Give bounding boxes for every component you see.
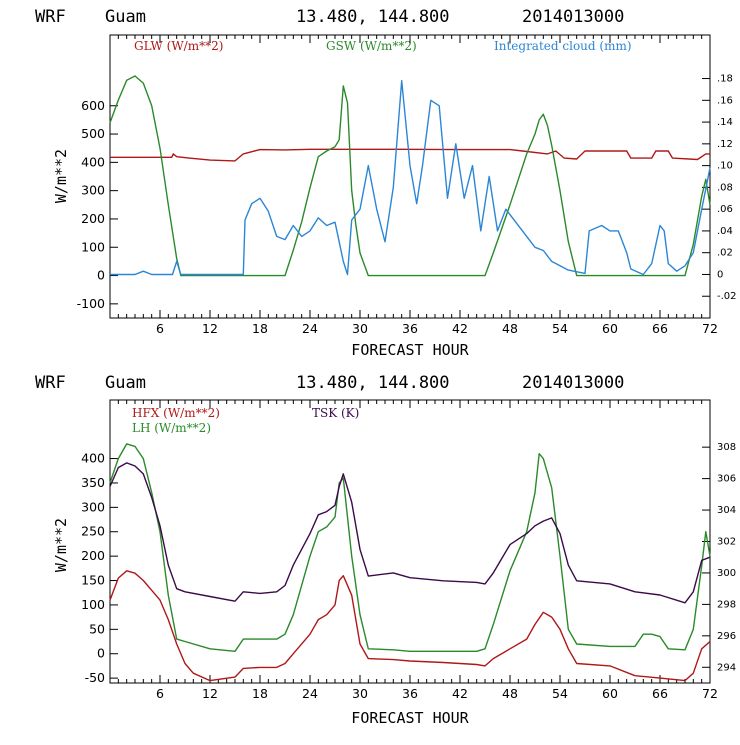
panel2-y2tick-label: 302	[717, 537, 736, 548]
panel1-y-ticks: -100 0 100 200 300 400 500 600	[77, 98, 118, 311]
panel1-ytick-label: -100	[77, 296, 105, 311]
panel2-ytick-label: 400	[81, 451, 105, 466]
panel2-ytick-label: 200	[81, 548, 105, 563]
panel1-xtick-label: 18	[252, 321, 268, 336]
panel2-date: 2014013000	[522, 373, 624, 393]
panel1-y2tick-label: .06	[717, 204, 733, 215]
panel1-ytick-label: 0	[97, 268, 105, 283]
panel2-xtick-label: 36	[402, 686, 418, 701]
panel-1: WRF Guam 13.480, 144.800 2014013000 GLW …	[35, 7, 737, 359]
panel2-x-ticks: 6 12 18 24 30 36 42 48 54 60 66 72	[117, 400, 718, 701]
panel2-ytick-label: 250	[81, 524, 105, 539]
panel1-series-glw-line	[110, 148, 710, 162]
panel1-legend-glw: GLW (W/m**2)	[134, 39, 223, 53]
panel2-y2tick-label: 306	[717, 474, 736, 485]
panel2-model: WRF	[35, 373, 66, 393]
panel1-y2tick-label: .10	[717, 161, 733, 172]
panel1-ytick-label: 600	[81, 98, 105, 113]
panel1-ytick-label: 300	[81, 183, 105, 198]
panel1-xtick-label: 30	[352, 321, 368, 336]
panel1-xtick-label: 6	[156, 321, 164, 336]
panel2-ytick-label: 150	[81, 573, 105, 588]
panel2-ytick-label: 350	[81, 475, 105, 490]
panel1-series-gsw-line	[109, 75, 711, 277]
panel2-xtick-label: 12	[202, 686, 218, 701]
panel2-y2tick-label: 304	[717, 505, 736, 516]
panel2-legend-tsk: TSK (K)	[312, 406, 359, 420]
panel2-ytick-label: 0	[97, 646, 105, 661]
panel1-y2-ticks: -.02 0 .02 .04 .06 .08 .10 .12 .14 .16 .18	[702, 74, 737, 302]
panel1-xlabel: FORECAST HOUR	[351, 341, 469, 359]
panel1-xtick-label: 72	[702, 321, 718, 336]
panel1-series-integrated-line	[110, 79, 711, 276]
panel2-series	[109, 443, 711, 682]
panel2-legend-hfx: HFX (W/m**2)	[132, 406, 220, 420]
panel1-legend-cloud: Integrated cloud (mm)	[494, 39, 632, 53]
panel2-xtick-label: 24	[302, 686, 318, 701]
panel1-model: WRF	[35, 7, 66, 27]
panel2-plot-frame	[109, 399, 711, 684]
panel1-date: 2014013000	[522, 7, 624, 27]
panel2-xtick-label: 18	[252, 686, 268, 701]
panel2-series-tsk-line	[109, 462, 711, 604]
panel1-xtick-label: 36	[402, 321, 418, 336]
panel1-coords: 13.480, 144.800	[296, 7, 450, 27]
panel1-xtick-label: 12	[202, 321, 218, 336]
panel1-ytick-label: 400	[81, 154, 105, 169]
panel2-ytick-label: 300	[81, 499, 105, 514]
panel1-y2tick-label: 0	[717, 269, 723, 280]
panel1-ytick-label: 500	[81, 126, 105, 141]
panel2-coords: 13.480, 144.800	[296, 373, 450, 393]
panel1-y2tick-label: .08	[717, 182, 733, 193]
panel1-location: Guam	[105, 7, 146, 27]
panel2-y2tick-label: 300	[717, 568, 736, 579]
panel1-xtick-label: 42	[452, 321, 468, 336]
panel2-xtick-label: 6	[156, 686, 164, 701]
panel2-xtick-label: 72	[702, 686, 718, 701]
panel2-y2-ticks: 294 296 298 300 302 304 306 308	[702, 442, 736, 673]
panel1-y2tick-label: -.02	[717, 291, 737, 302]
panel1-x-ticks: 6 12 18 24 30 36 42 48 54 60 66 72	[117, 35, 718, 336]
panel2-ytick-label: 50	[89, 621, 105, 636]
panel2-ylabel: W/m**2	[52, 518, 70, 572]
panel1-ylabel: W/m**2	[52, 149, 70, 203]
panel2-y2tick-label: 294	[717, 662, 736, 673]
panel1-ytick-label: 200	[81, 211, 105, 226]
panel1-y2tick-label: .04	[717, 226, 733, 237]
panel2-xtick-label: 60	[602, 686, 618, 701]
panel1-y2tick-label: .18	[717, 74, 733, 85]
panel2-y2tick-label: 308	[717, 442, 736, 453]
panel2-xlabel: FORECAST HOUR	[351, 709, 469, 727]
panel2-xtick-label: 66	[652, 686, 668, 701]
panel1-y2tick-label: .12	[717, 139, 733, 150]
panel1-xtick-label: 48	[502, 321, 518, 336]
panel1-ytick-label: 100	[81, 239, 105, 254]
panel1-xtick-label: 66	[652, 321, 668, 336]
panel1-series	[109, 75, 711, 277]
panel2-y2tick-label: 298	[717, 599, 736, 610]
panel2-xtick-label: 54	[552, 686, 568, 701]
panel2-xtick-label: 48	[502, 686, 518, 701]
panel1-xtick-label: 24	[302, 321, 318, 336]
panel2-series-lh-line	[109, 443, 711, 652]
panel2-xtick-label: 42	[452, 686, 468, 701]
panel2-ytick-label: 100	[81, 597, 105, 612]
panel2-y2tick-label: 296	[717, 631, 736, 642]
panel2-ytick-label: -50	[85, 670, 105, 685]
panel1-y2tick-label: .14	[717, 117, 733, 128]
panel1-legend-gsw: GSW (W/m**2)	[326, 39, 417, 53]
panel2-xtick-label: 30	[352, 686, 368, 701]
panel1-xtick-label: 60	[602, 321, 618, 336]
panel2-legend-lh: LH (W/m**2)	[132, 421, 211, 435]
panel-2: WRF Guam 13.480, 144.800 2014013000 HFX …	[35, 373, 736, 727]
panel1-xtick-label: 54	[552, 321, 568, 336]
panel1-y2tick-label: .02	[717, 248, 733, 259]
panel2-series-hfx-line	[109, 570, 711, 682]
panel2-location: Guam	[105, 373, 146, 393]
panel2-y-ticks: -50 0 50 100 150 200 250 300 350 400	[81, 451, 118, 685]
panel1-y2tick-label: .16	[717, 95, 733, 106]
